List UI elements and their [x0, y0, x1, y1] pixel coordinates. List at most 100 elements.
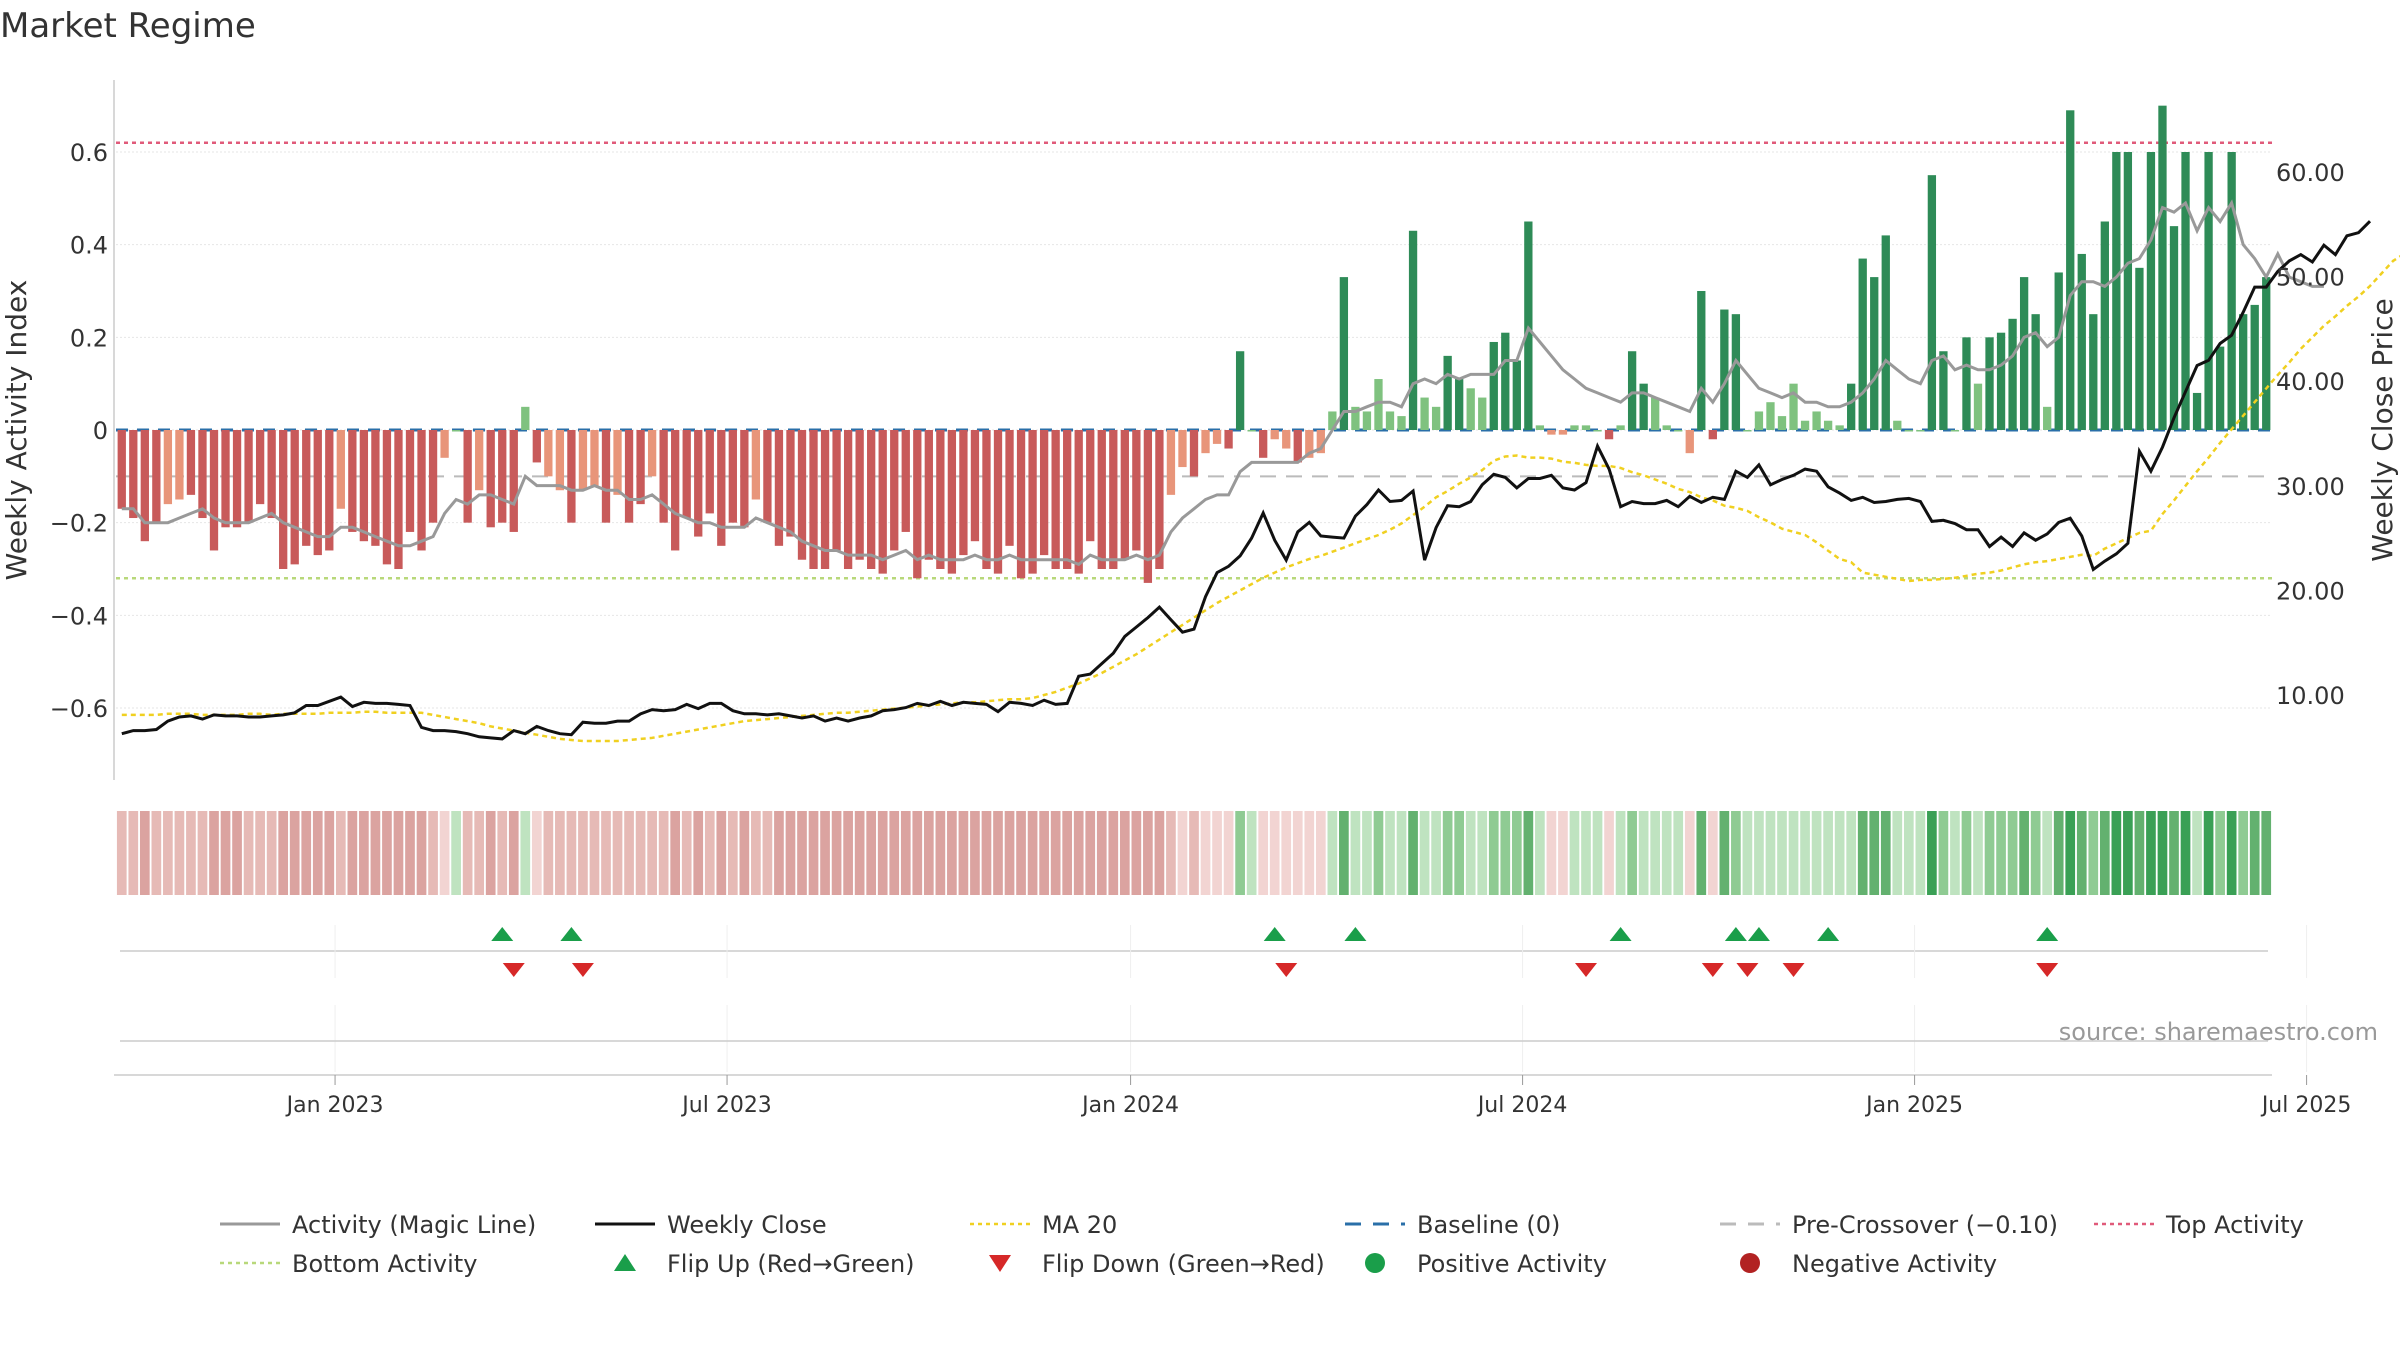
regime-strip-cell [2099, 811, 2110, 895]
legend-label: Bottom Activity [292, 1250, 477, 1278]
regime-strip-cell [508, 811, 519, 895]
activity-bar [382, 430, 392, 565]
activity-bar [152, 430, 161, 523]
regime-strip-cell [2249, 811, 2260, 895]
activity-bar [302, 430, 311, 546]
regime-strip-cell [1315, 811, 1326, 895]
regime-strip-cell [1500, 811, 1511, 895]
activity-bar [1962, 337, 1971, 430]
activity-bar [590, 430, 599, 486]
regime-strip-cell [612, 811, 623, 895]
activity-bar [1616, 425, 1625, 430]
regime-strip-cell [958, 811, 969, 895]
regime-strip-cell [808, 811, 819, 895]
regime-strip-cell [382, 811, 392, 895]
activity-bar [394, 430, 403, 569]
y-right-tick-label: 40.00 [2276, 368, 2345, 396]
legend-item: Top Activity [2094, 1211, 2304, 1239]
regime-strip-cell [1269, 811, 1280, 895]
activity-bar [820, 430, 830, 569]
activity-bar [717, 430, 726, 546]
regime-strip-cell [1546, 811, 1557, 895]
activity-bar [1328, 411, 1337, 430]
x-tick-label: Jan 2024 [1080, 1093, 1179, 1118]
regime-strip-cell [232, 811, 242, 895]
y-right-tick-label: 10.00 [2276, 682, 2345, 710]
activity-bar [1224, 430, 1233, 449]
regime-strip-cell [1350, 811, 1361, 895]
regime-strip-cell [670, 811, 681, 895]
regime-strip-cell [1062, 811, 1073, 895]
regime-strip-cell [347, 811, 358, 895]
activity-bar [2169, 226, 2179, 430]
y-left-tick-label: 0 [93, 417, 108, 445]
regime-strip-cell [1788, 811, 1799, 895]
regime-strip-cell [831, 811, 842, 895]
regime-strip-cell [1143, 811, 1153, 895]
activity-bar [1893, 420, 1902, 430]
regime-strip-cell [1719, 811, 1730, 895]
regime-strip-cell [278, 811, 289, 895]
regime-strip-cell [1408, 811, 1418, 895]
regime-strip-cell [2215, 811, 2225, 895]
regime-strip-cell [1477, 811, 1488, 895]
regime-strip-cell [1857, 811, 1868, 895]
activity-bar [428, 430, 438, 523]
regime-strip-cell [543, 811, 554, 895]
regime-strip-cell [220, 811, 231, 895]
activity-bar [1247, 430, 1256, 432]
magic-line [121, 199, 2324, 567]
regime-strip-cell [1488, 811, 1499, 895]
activity-bar [1812, 411, 1821, 430]
activity-bar [290, 430, 299, 565]
regime-strip-cell [416, 811, 427, 895]
regime-strip-cell [1961, 811, 1972, 895]
legend-item: Flip Down (Green→Red) [989, 1250, 1325, 1278]
regime-strip-cell [647, 811, 657, 895]
legend-item: Weekly Close [595, 1211, 827, 1239]
activity-bar [255, 430, 265, 505]
activity-bar [2181, 152, 2190, 430]
activity-bar [140, 430, 149, 542]
flip-down-marker [2036, 963, 2059, 977]
activity-bar [163, 430, 173, 505]
activity-bar [2192, 392, 2202, 430]
y-left-tick-label: 0.2 [70, 324, 108, 352]
activity-bar [1397, 416, 1406, 430]
regime-strip-cell [970, 811, 980, 895]
activity-bar [405, 430, 415, 532]
regime-strip-cell [704, 811, 715, 895]
regime-strip-cell [2076, 811, 2087, 895]
regime-strip-cell [1742, 811, 1753, 895]
regime-strip-cell [797, 811, 807, 895]
regime-strip-cell [324, 811, 335, 895]
regime-strip-cell [1811, 811, 1822, 895]
regime-strip-cell [1085, 811, 1096, 895]
activity-bar [1870, 277, 1879, 430]
activity-bar [1339, 277, 1349, 430]
regime-strip-cell [854, 811, 865, 895]
activity-bar [232, 430, 242, 528]
regime-strip-cell [1903, 811, 1914, 895]
activity-bar [209, 430, 219, 551]
activity-bar [2262, 277, 2271, 430]
activity-bar [694, 430, 703, 537]
regime-strip-cell [1304, 811, 1315, 895]
activity-bar [1697, 291, 1706, 430]
activity-bar [1466, 388, 1475, 430]
regime-strip-cell [2238, 811, 2249, 895]
activity-bar [1881, 235, 1890, 430]
activity-bar [982, 430, 991, 569]
regime-strip-cell [1592, 811, 1603, 895]
legend-item: Positive Activity [1365, 1250, 1607, 1278]
activity-bar [1259, 430, 1268, 458]
regime-strip-cell [1996, 811, 2006, 895]
regime-strip-cell [2146, 811, 2156, 895]
activity-bar [636, 430, 645, 505]
x-axis: Jan 2023 Jul 2023 Jan 2024 Jul 2024 Jan 2025… [114, 1074, 2351, 1118]
regime-strip-cell [428, 811, 438, 895]
activity-bar [486, 430, 495, 528]
regime-strip-cell [1027, 811, 1038, 895]
activity-bar [763, 430, 772, 523]
legend-label: Baseline (0) [1417, 1211, 1560, 1239]
